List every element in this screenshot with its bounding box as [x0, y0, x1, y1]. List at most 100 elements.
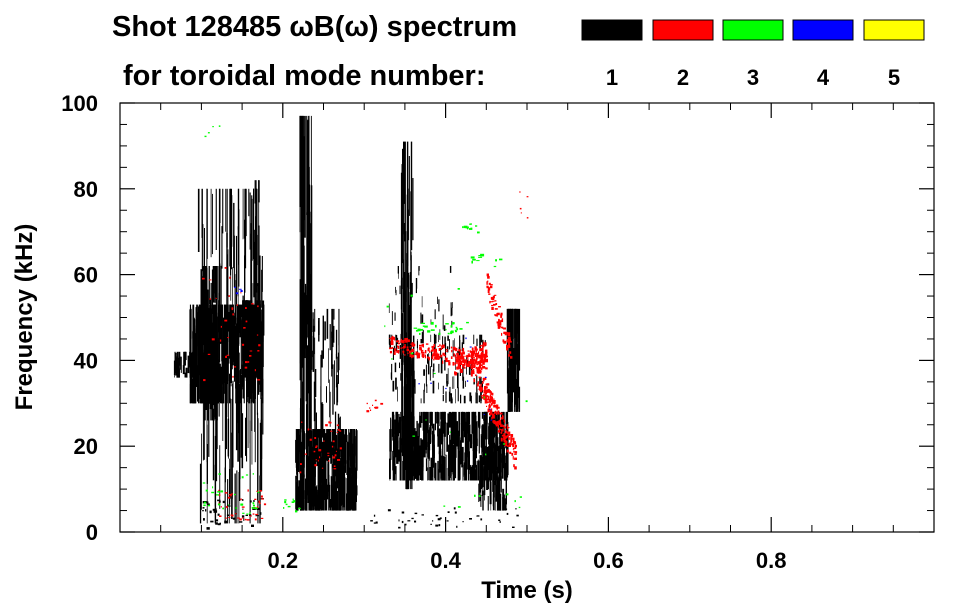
spectral-mark-mode-1 [188, 358, 190, 368]
spectral-mark-mode-2 [481, 358, 483, 362]
spectral-mark-mode-2 [490, 411, 493, 415]
spectral-mark-mode-1 [446, 454, 448, 468]
spectral-mark-mode-1 [217, 266, 219, 300]
spectral-mark-mode-2 [507, 431, 510, 435]
spectral-mark-mode-1 [297, 486, 299, 511]
spectral-mark-mode-1 [189, 363, 193, 404]
spectral-mark-mode-1 [323, 442, 325, 458]
spectral-mark-mode-1 [390, 440, 392, 460]
spectral-mark-mode-1 [232, 517, 236, 520]
spectral-mark-mode-1 [307, 429, 309, 447]
spectral-mark-mode-2 [369, 407, 371, 409]
spectral-mark-mode-1 [224, 520, 228, 524]
spectral-mark-mode-2 [231, 307, 234, 310]
spectral-mark-mode-1 [329, 429, 332, 451]
spectral-mark-mode-2 [228, 295, 230, 297]
spectral-mark-mode-1 [404, 320, 406, 326]
spectral-mark-mode-2 [389, 347, 392, 350]
spectral-mark-mode-2 [469, 350, 471, 353]
spectral-mark-mode-1 [478, 461, 479, 481]
spectral-mark-mode-3 [242, 512, 245, 514]
spectral-mark-mode-2 [488, 293, 491, 295]
spectral-mark-mode-2 [498, 320, 501, 322]
spectral-mark-mode-3 [245, 474, 249, 476]
spectral-mark-mode-1 [211, 269, 214, 314]
spectral-mark-mode-2 [484, 357, 486, 360]
spectral-mark-mode-1 [251, 385, 253, 465]
spectral-mark-mode-1 [209, 510, 212, 514]
spectral-mark-mode-1 [506, 308, 509, 348]
spectral-mark-mode-1 [480, 334, 483, 343]
spectral-mark-mode-2 [454, 363, 456, 365]
spectral-mark-mode-2 [510, 437, 513, 440]
spectral-mark-mode-1 [403, 337, 405, 353]
spectral-mark-mode-2 [484, 352, 488, 357]
spectral-mark-mode-1 [467, 451, 470, 470]
spectral-mark-mode-1 [449, 266, 452, 273]
spectral-mark-mode-2 [431, 354, 434, 357]
spectral-mark-mode-2 [227, 496, 231, 499]
spectral-mark-mode-2 [500, 320, 503, 322]
spectral-mark-mode-2 [445, 349, 448, 351]
spectral-mark-mode-1 [212, 508, 216, 511]
spectral-mark-mode-1 [425, 411, 427, 448]
spectral-mark-mode-2 [448, 361, 451, 366]
spectral-mark-mode-2 [500, 314, 503, 318]
spectral-mark-mode-2 [512, 441, 516, 443]
spectral-mark-mode-1 [202, 371, 204, 461]
spectral-mark-mode-1 [420, 312, 422, 324]
spectral-mark-mode-2 [504, 334, 507, 336]
spectral-mark-mode-1 [258, 180, 260, 228]
spectral-mark-mode-1 [175, 357, 178, 376]
spectral-mark-mode-2 [504, 436, 508, 439]
spectral-mark-mode-2 [421, 350, 423, 354]
spectral-mark-mode-1 [420, 398, 422, 404]
spectral-mark-mode-2 [413, 348, 415, 351]
spectral-mark-mode-2 [335, 450, 337, 452]
spectral-mark-mode-1 [197, 188, 200, 252]
spectral-mark-mode-1 [450, 442, 454, 460]
spectral-mark-mode-2 [484, 342, 487, 346]
spectral-mark-mode-4 [239, 288, 242, 290]
spectral-mark-mode-1 [423, 389, 425, 404]
spectral-mark-mode-1 [258, 336, 261, 362]
spectral-mark-mode-2 [327, 455, 330, 457]
spectral-mark-mode-1 [470, 395, 472, 404]
spectral-mark-mode-3 [235, 507, 237, 510]
spectral-mark-mode-1 [499, 521, 501, 523]
spectral-mark-mode-1 [229, 373, 231, 404]
spectral-mark-mode-3 [452, 322, 455, 325]
spectral-mark-mode-1 [433, 333, 435, 344]
spectral-mark-mode-3 [212, 486, 214, 489]
spectral-mark-mode-2 [229, 276, 231, 279]
spectral-mark-mode-1 [324, 472, 326, 491]
spectral-mark-mode-1 [397, 266, 399, 274]
spectral-mark-mode-1 [506, 438, 509, 476]
spectral-mark-mode-3 [485, 453, 487, 456]
spectral-mark-mode-1 [310, 185, 313, 370]
spectral-mark-mode-1 [468, 462, 470, 481]
spectral-mark-mode-2 [442, 352, 445, 356]
spectral-mark-mode-3 [216, 494, 219, 496]
spectral-mark-mode-2 [465, 360, 468, 363]
spectral-mark-mode-2 [245, 307, 247, 309]
spectral-mark-mode-1 [452, 411, 454, 422]
y-axis-label: Frequency (kHz) [11, 224, 38, 411]
spectral-mark-mode-2 [495, 303, 498, 306]
spectral-mark-mode-1 [208, 384, 210, 421]
spectral-mark-mode-2 [478, 369, 482, 374]
spectral-mark-mode-3 [246, 513, 249, 515]
spectral-mark-mode-2 [463, 359, 467, 361]
spectral-mark-mode-1 [402, 277, 403, 289]
spectral-mark-mode-1 [428, 448, 430, 481]
spectral-mark-mode-2 [496, 421, 499, 424]
spectral-mark-mode-1 [432, 520, 434, 522]
spectral-mark-mode-2 [232, 313, 234, 316]
spectral-mark-mode-1 [332, 462, 335, 494]
spectral-mark-mode-1 [254, 241, 256, 283]
spectral-mark-mode-1 [217, 312, 219, 359]
spectral-mark-mode-2 [261, 498, 264, 500]
spectral-mark-mode-2 [458, 359, 462, 362]
spectral-mark-mode-2 [450, 346, 453, 349]
spectral-mark-mode-3 [483, 396, 485, 399]
